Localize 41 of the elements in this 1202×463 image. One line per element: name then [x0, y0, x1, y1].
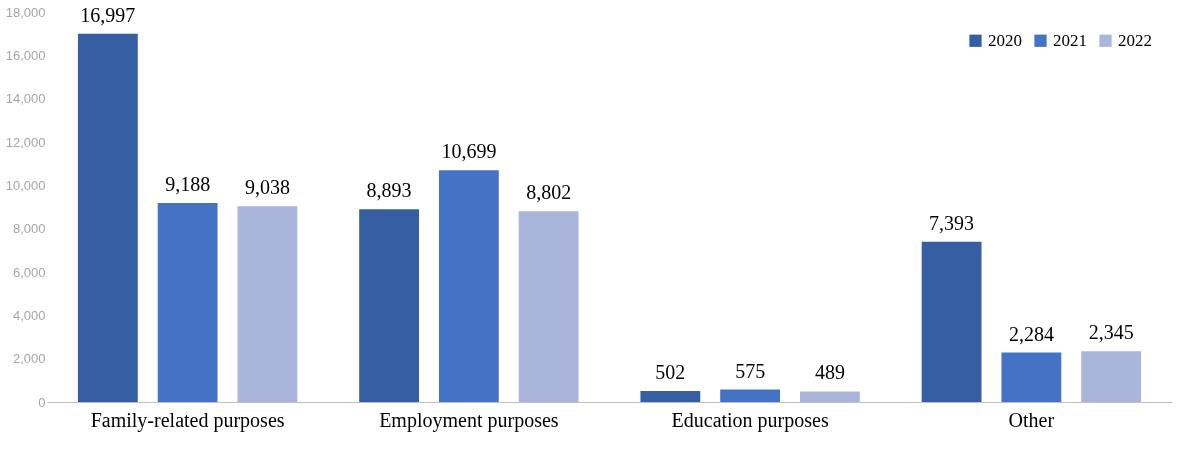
y-tick-label: 6,000	[12, 264, 46, 280]
bar	[799, 391, 860, 402]
data-label: 7,393	[929, 211, 975, 234]
x-tick-label: Education purposes	[671, 408, 829, 432]
y-tick-label: 0	[38, 394, 46, 410]
y-tick-label: 2,000	[12, 351, 46, 367]
y-tick-label: 18,000	[5, 4, 46, 20]
data-label: 502	[655, 361, 686, 384]
bar	[640, 391, 701, 402]
data-label: 9,038	[244, 176, 290, 199]
data-label: 9,188	[165, 172, 211, 195]
bar	[720, 389, 781, 402]
data-label: 8,893	[366, 179, 412, 202]
y-tick-label: 8,000	[12, 221, 46, 237]
bar	[1081, 351, 1142, 402]
legend-label: 2020	[988, 30, 1022, 50]
bar	[1001, 352, 1062, 402]
data-label: 16,997	[80, 3, 136, 26]
x-tick-label: Family-related purposes	[90, 408, 285, 432]
y-tick-label: 12,000	[5, 134, 46, 150]
data-label: 575	[735, 359, 766, 382]
y-tick-label: 16,000	[5, 47, 46, 63]
y-tick-label: 10,000	[5, 177, 46, 193]
data-label: 8,802	[526, 181, 572, 204]
bar	[157, 202, 218, 402]
data-label: 10,699	[441, 140, 497, 163]
bar	[237, 206, 298, 402]
y-tick-label: 4,000	[12, 307, 46, 323]
data-label: 2,284	[1008, 322, 1054, 345]
x-tick-label: Employment purposes	[379, 408, 559, 432]
bar	[77, 33, 138, 402]
bar	[359, 209, 420, 402]
x-tick-label: Other	[1008, 408, 1055, 431]
bar	[438, 170, 499, 402]
legend-label: 2022	[1118, 30, 1152, 50]
bar	[518, 211, 579, 402]
data-label: 489	[814, 361, 845, 384]
bar	[921, 241, 982, 402]
legend-label: 2021	[1053, 30, 1087, 50]
y-tick-label: 14,000	[5, 91, 46, 107]
data-label: 2,345	[1088, 321, 1134, 344]
